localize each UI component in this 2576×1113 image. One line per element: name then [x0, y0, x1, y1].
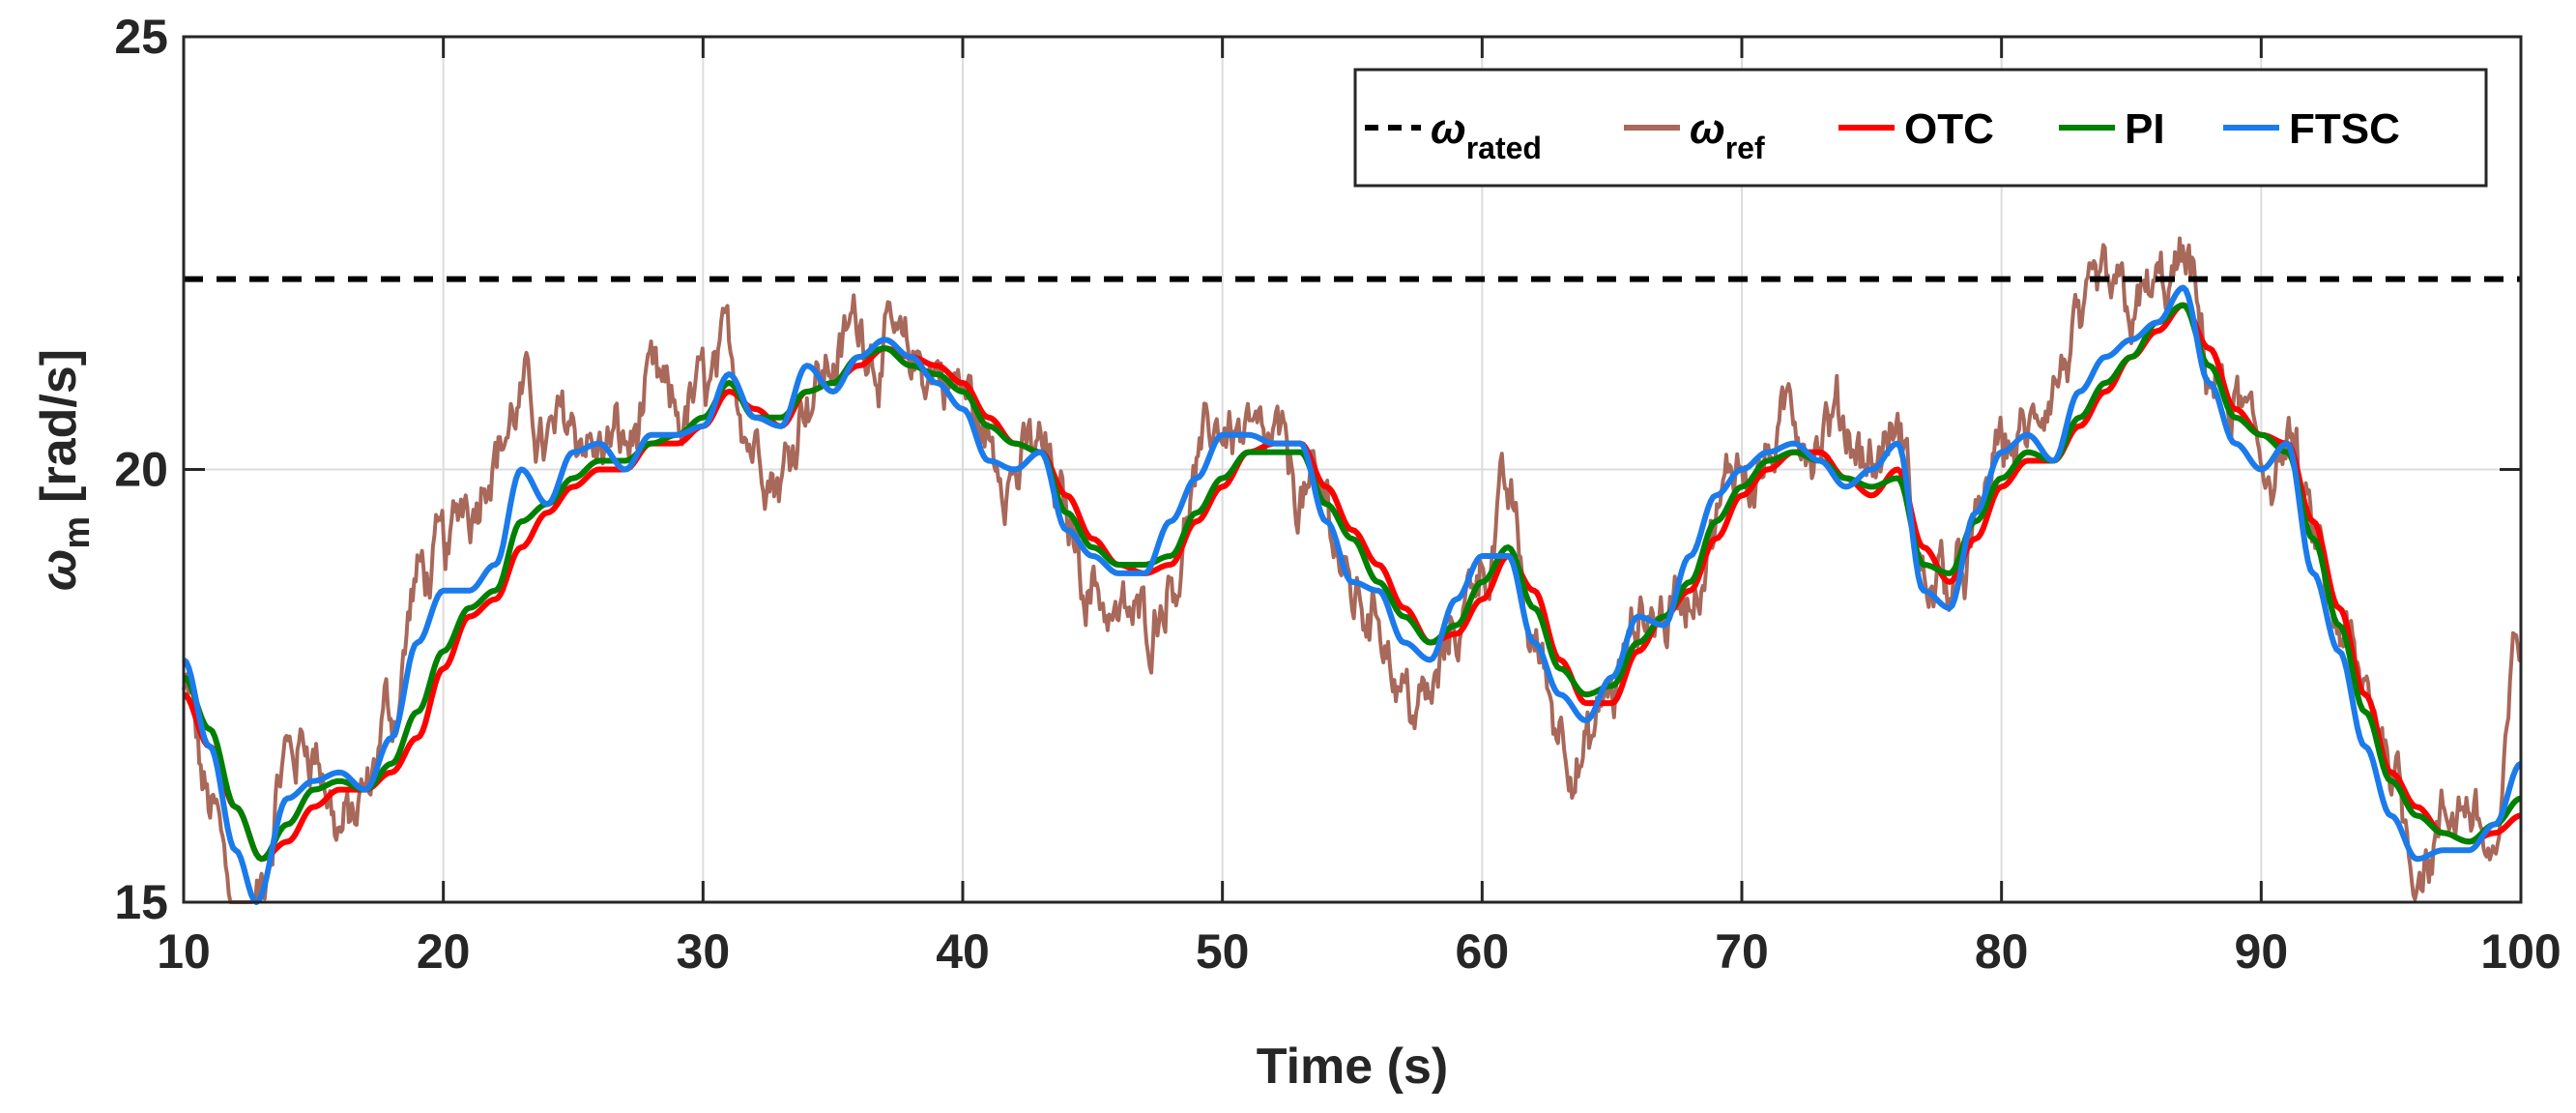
legend-label-sub: rated	[1466, 131, 1542, 165]
y-axis-symbol: ω	[31, 549, 87, 591]
x-tick-label: 80	[1975, 924, 2029, 979]
axis-ticks: 10 20 30 40 50 60 70 80 90 100 15 20 25	[114, 10, 2561, 979]
legend-label: PI	[2125, 105, 2165, 153]
x-tick-label: 90	[2235, 924, 2289, 979]
x-axis-title: Time (s)	[1257, 1039, 1448, 1095]
x-tick-label: 100	[2480, 924, 2561, 979]
legend-label-main: OTC	[1904, 105, 1994, 153]
legend-label-main: PI	[2125, 105, 2165, 153]
series-lines	[182, 236, 2523, 905]
y-tick-label: 20	[114, 443, 168, 497]
legend-label-main: FTSC	[2289, 105, 2400, 153]
x-tick-label: 50	[1196, 924, 1250, 979]
legend-label-main: ω	[1690, 105, 1725, 153]
y-axis-subscript: m	[57, 516, 98, 549]
x-tick-label: 60	[1456, 924, 1510, 979]
legend-label-main: ω	[1431, 105, 1466, 153]
legend-label: ωrated	[1431, 105, 1542, 165]
series-line--ref	[182, 236, 2523, 904]
x-tick-label: 70	[1715, 924, 1769, 979]
y-axis-title: ωm [rad/s]	[31, 349, 98, 591]
legend-box	[1353, 68, 2488, 188]
x-tick-label: 30	[677, 924, 731, 979]
x-tick-label: 20	[417, 924, 471, 979]
x-tick-label: 10	[157, 924, 211, 979]
legend-label: ωref	[1690, 105, 1765, 165]
y-tick-label: 25	[114, 10, 168, 64]
series-line-pi	[182, 302, 2522, 863]
series-line-ftsc	[182, 284, 2523, 905]
x-tick-label: 40	[936, 924, 990, 979]
y-axis-unit: [rad/s]	[31, 349, 87, 503]
y-tick-label: 15	[114, 875, 168, 929]
legend-label-sub: ref	[1725, 131, 1765, 165]
legend-label: OTC	[1904, 105, 1994, 153]
legend-label: FTSC	[2289, 105, 2400, 153]
legend: ωrated ωref OTC PI FTSC	[1353, 68, 2488, 188]
